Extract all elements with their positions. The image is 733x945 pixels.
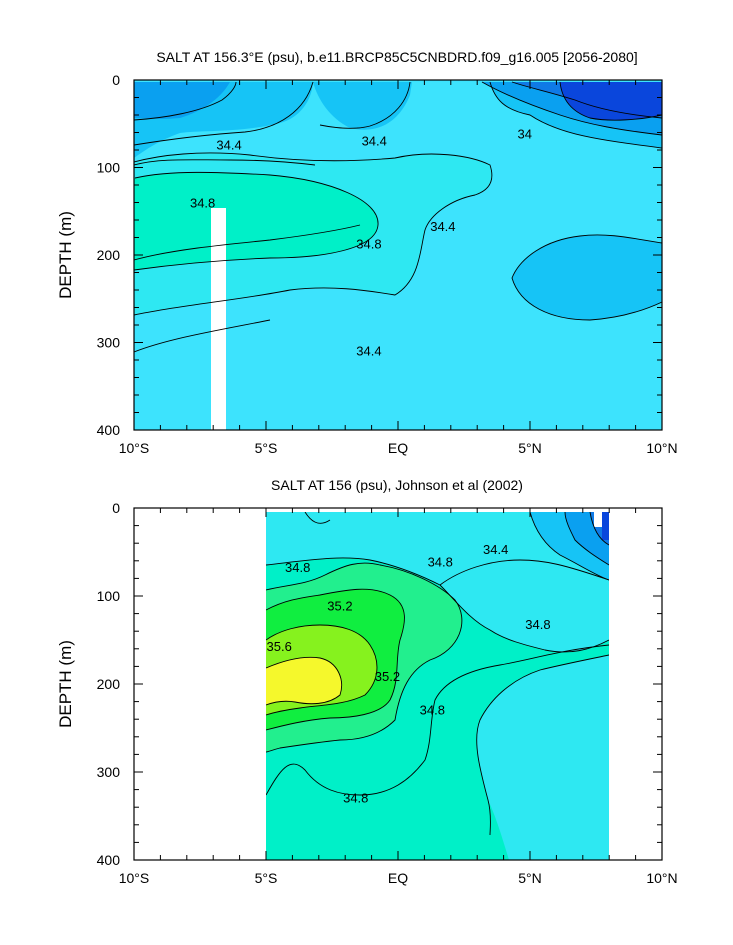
x-tick-label: 5°S: [255, 870, 278, 886]
bottom-fill-ne-33.6: [602, 512, 609, 540]
contour-label: 34.8: [356, 237, 381, 252]
contour-label: 35.2: [327, 599, 352, 614]
bottom-contour-labels: 34.8 35.2 35.6 34.8 34.4 34.8 35.2 34.8 34.8: [267, 542, 551, 805]
contour-label: 34.4: [362, 133, 387, 148]
contour-label: 34.8: [525, 617, 550, 632]
y-tick-label: 0: [112, 72, 120, 88]
bottom-y-axis: 0 100 200 300 400: [97, 500, 662, 868]
y-tick-label: 300: [97, 335, 121, 351]
top-contour-labels: 34.4 34.4 34 34.8 34.8 34.4 34.4: [190, 126, 532, 358]
contour-label: 34.8: [343, 790, 368, 805]
y-tick-label: 300: [97, 764, 121, 780]
bottom-fill-35.6: [266, 657, 342, 705]
contour-label: 34.4: [216, 138, 241, 153]
x-tick-label: 5°N: [518, 870, 542, 886]
contour-label: 34.8: [285, 560, 310, 575]
contour-label: 35.2: [375, 669, 400, 684]
top-contour-lines: [134, 81, 662, 353]
y-tick-label: 400: [97, 852, 121, 868]
x-tick-label: 10°N: [646, 870, 677, 886]
contour-label: 34.8: [190, 195, 215, 210]
top-panel: SALT AT 156.3°E (psu), b.e11.BRCP85C5CNB…: [56, 49, 678, 456]
y-tick-label: 0: [112, 500, 120, 516]
x-tick-label: EQ: [388, 440, 408, 456]
y-tick-label: 200: [97, 676, 121, 692]
contour-label: 34.8: [428, 555, 453, 570]
contour-label: 34.4: [483, 542, 508, 557]
bottom-fill-top-34.6: [266, 512, 609, 652]
x-tick-label: 10°N: [646, 440, 677, 456]
y-tick-label: 100: [97, 160, 121, 176]
bottom-panel-title: SALT AT 156 (psu), Johnson et al (2002): [271, 477, 523, 493]
top-y-axis-label: DEPTH (m): [56, 211, 75, 299]
contour-label: 34.4: [356, 343, 381, 358]
y-tick-label: 100: [97, 588, 121, 604]
contour-label: 35.6: [267, 639, 292, 654]
bottom-panel: SALT AT 156 (psu), Johnson et al (2002): [56, 477, 678, 886]
top-y-axis: 0 100 200 300 400: [97, 72, 662, 438]
top-fill-sw-34: [134, 82, 230, 119]
bottom-fill-east-34.6: [476, 655, 609, 860]
x-tick-label: 10°S: [119, 440, 150, 456]
top-missing-data-strip: [211, 208, 226, 430]
top-fill-east-34.2: [512, 234, 662, 320]
contour-label: 34.8: [420, 702, 445, 717]
top-x-axis: 10°S 5°S EQ 5°N 10°N: [119, 80, 678, 456]
bottom-panel-plot-area: 34.8 35.2 35.6 34.8 34.4 34.8 35.2 34.8 34.8: [266, 512, 609, 860]
y-tick-label: 200: [97, 247, 121, 263]
bottom-contour-lines: [266, 512, 609, 836]
top-panel-plot-area: 34.4 34.4 34 34.8 34.8 34.4 34.4: [134, 80, 662, 430]
top-panel-title: SALT AT 156.3°E (psu), b.e11.BRCP85C5CNB…: [156, 49, 637, 65]
bottom-y-axis-label: DEPTH (m): [56, 640, 75, 728]
x-tick-label: 10°S: [119, 870, 150, 886]
y-tick-label: 400: [97, 422, 121, 438]
x-tick-label: 5°N: [518, 440, 542, 456]
top-fill-ne-33.6: [560, 82, 662, 121]
bottom-x-axis: 10°S 5°S EQ 5°N 10°N: [119, 508, 678, 886]
x-tick-label: 5°S: [255, 440, 278, 456]
x-tick-label: EQ: [388, 870, 408, 886]
contour-label: 34.4: [430, 219, 455, 234]
top-fill-mid-34.8: [134, 172, 379, 270]
contour-label: 34: [517, 126, 531, 141]
